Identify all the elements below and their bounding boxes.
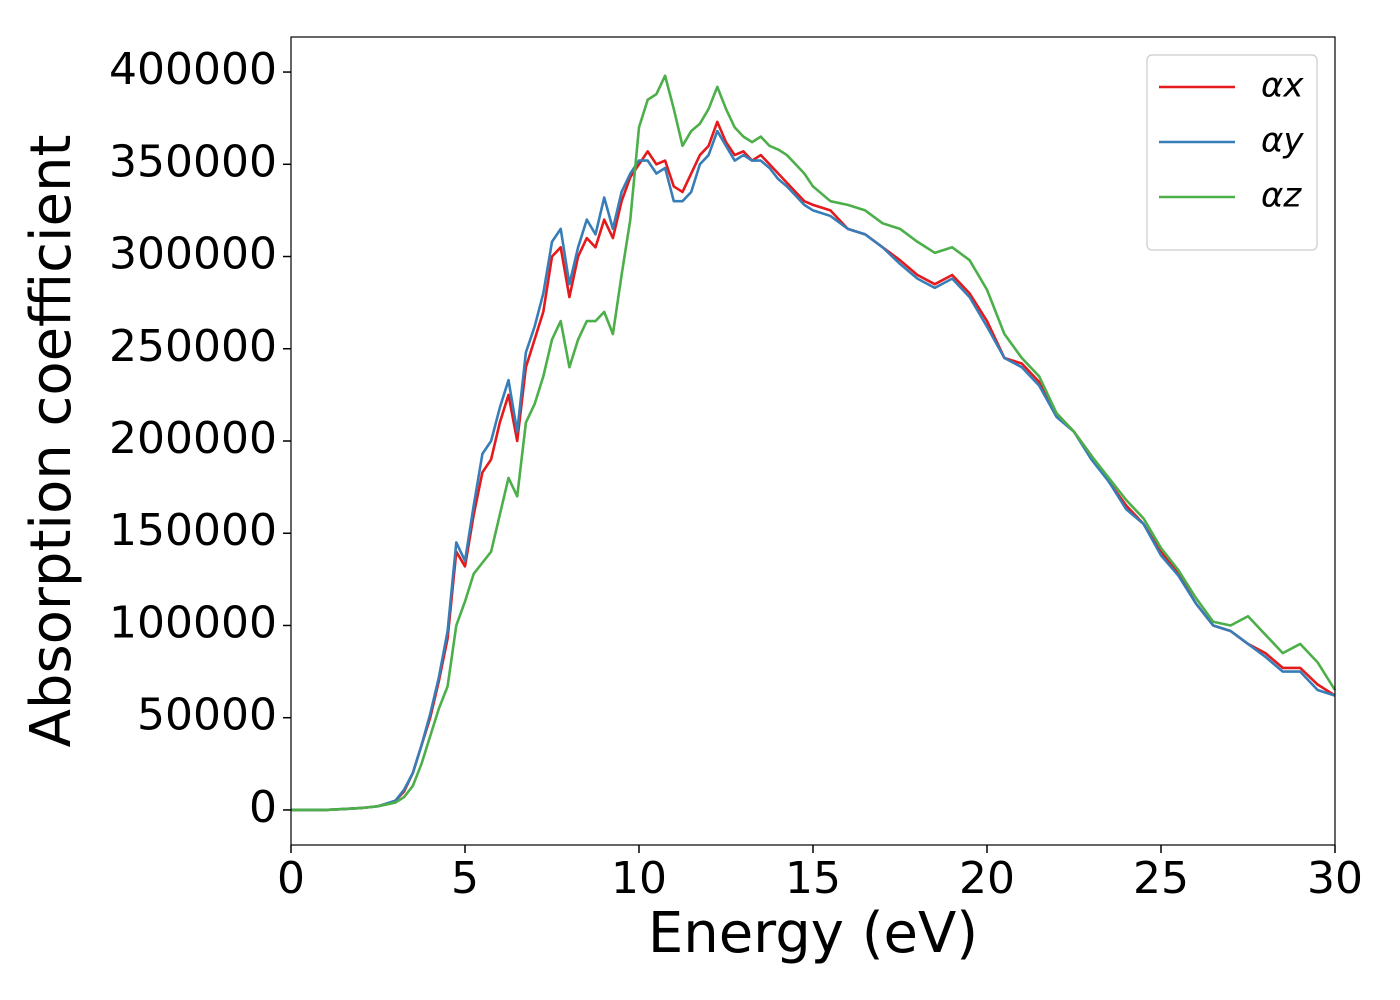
y-axis-label: Absorption coefficient xyxy=(19,135,84,748)
y-tick-label: 250000 xyxy=(109,321,277,372)
y-tick-label: 300000 xyxy=(109,229,277,280)
y-tick-label: 200000 xyxy=(109,413,277,464)
x-tick-label: 0 xyxy=(277,853,305,904)
series-line xyxy=(291,129,1336,812)
legend-label: αx xyxy=(1261,66,1304,106)
x-tick-label: 30 xyxy=(1307,853,1363,904)
x-tick-label: 25 xyxy=(1133,853,1189,904)
plot-frame xyxy=(290,36,1336,846)
y-tick-label: 50000 xyxy=(137,690,277,741)
x-tick-label: 15 xyxy=(785,853,841,904)
x-tick-label: 10 xyxy=(611,853,667,904)
y-tick-label: 0 xyxy=(249,782,277,833)
x-tick-label: 20 xyxy=(959,853,1015,904)
series-line xyxy=(291,74,1337,812)
legend-label: αz xyxy=(1261,176,1302,216)
x-tick-label: 5 xyxy=(451,853,479,904)
legend-box xyxy=(1146,54,1318,251)
y-tick-label: 400000 xyxy=(109,44,277,95)
y-tick-label: 350000 xyxy=(109,136,277,187)
y-tick-label: 150000 xyxy=(109,505,277,556)
x-axis-label: Energy (eV) xyxy=(648,901,978,966)
legend-label: αy xyxy=(1261,121,1304,161)
y-tick-label: 100000 xyxy=(109,597,277,648)
